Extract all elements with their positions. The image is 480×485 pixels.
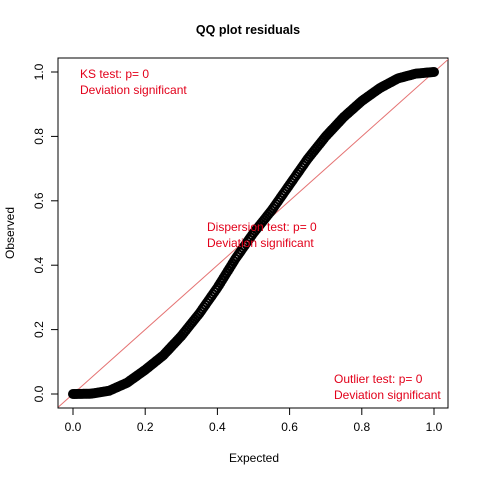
chart-title: QQ plot residuals [196,23,300,37]
data-point [427,67,438,78]
annotation-bottom-right-line: Outlier test: p= 0 [334,372,423,386]
y-axis-label: Observed [3,207,17,259]
annotation-center-line: Deviation significant [207,236,314,250]
x-tick-label: 0.8 [353,420,370,434]
x-tick-label: 0.6 [281,420,298,434]
annotation-top-left-line: KS test: p= 0 [80,67,149,81]
x-tick-label: 1.0 [426,420,443,434]
annotation-center-line: Dispersion test: p= 0 [207,220,317,234]
y-tick-label: 1.0 [32,63,46,80]
x-axis-label: Expected [229,451,279,465]
annotations: KS test: p= 0 Deviation significant Disper… [80,67,441,402]
x-tick-label: 0.2 [137,420,154,434]
y-tick-label: 0.8 [32,128,46,145]
point-band [69,67,438,399]
y-tick-label: 0.0 [32,385,46,402]
x-tick-label: 0.0 [65,420,82,434]
x-tick-label: 0.4 [209,420,226,434]
data-points [68,67,439,399]
annotation-bottom-right-line: Deviation significant [334,388,441,402]
axes: 0.0 0.2 0.4 0.6 0.8 1.0 0.0 0.2 0.4 0.6 0.8 1.0 [32,57,449,434]
annotation-top-left-line: Deviation significant [80,83,187,97]
y-tick-label: 0.6 [32,192,46,209]
y-tick-label: 0.4 [32,257,46,274]
y-tick-label: 0.2 [32,321,46,338]
